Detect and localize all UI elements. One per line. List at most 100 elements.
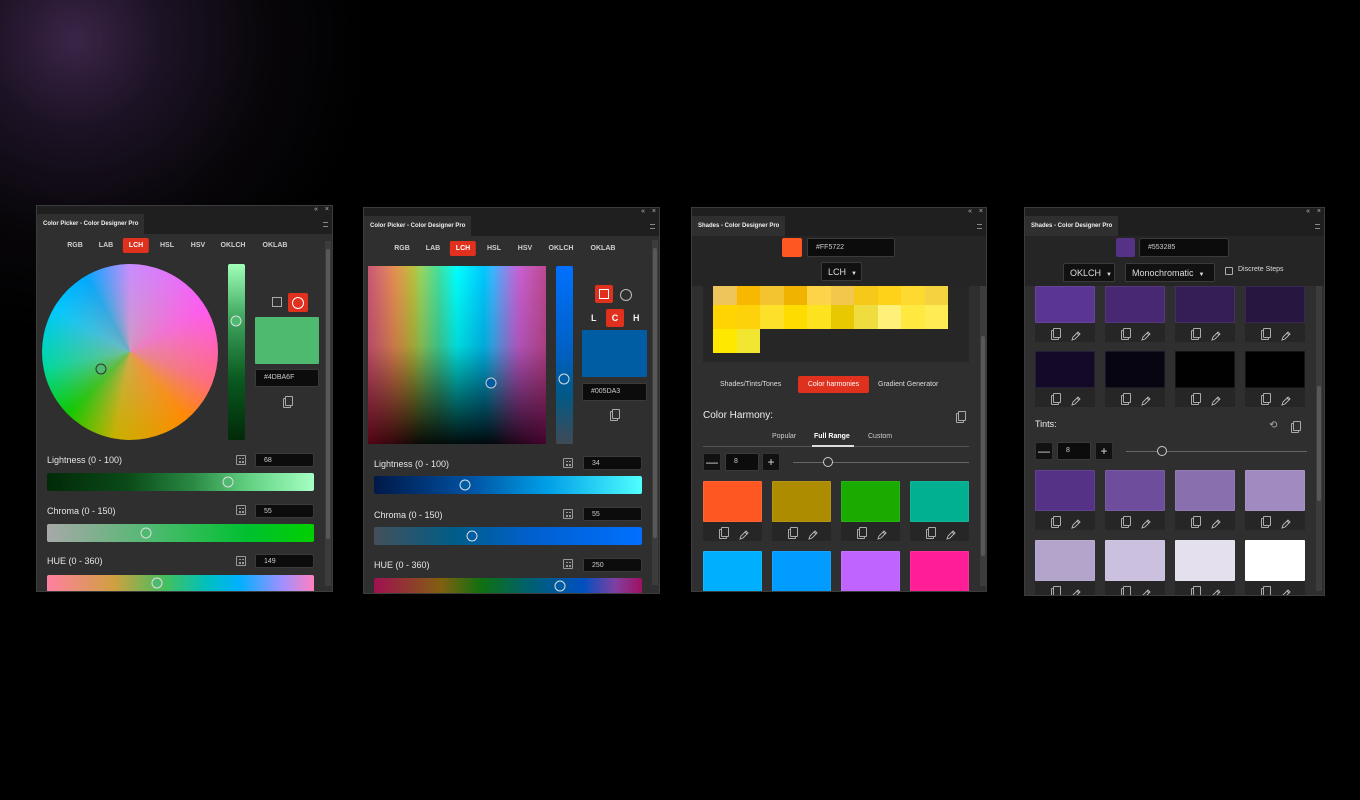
refresh-icon[interactable]: ⟲	[1269, 420, 1278, 431]
circle-mode-button[interactable]	[620, 289, 632, 301]
color-swatch[interactable]	[841, 551, 900, 591]
chroma-slider[interactable]	[47, 524, 314, 542]
palette-cell[interactable]	[877, 286, 901, 305]
color-swatch[interactable]	[1035, 540, 1095, 581]
tab-oklab[interactable]: OKLAB	[262, 242, 288, 249]
copy-icon[interactable]	[610, 409, 620, 421]
palette-cell[interactable]	[783, 305, 807, 329]
tab-lab[interactable]: LAB	[425, 245, 441, 252]
copy-icon[interactable]	[925, 527, 936, 539]
color-swatch[interactable]	[1035, 470, 1095, 511]
scheme-dropdown[interactable]: Monochromatic ▼	[1125, 263, 1215, 282]
calculator-icon[interactable]	[236, 556, 246, 566]
copy-icon[interactable]	[718, 527, 729, 539]
panel-title-tab[interactable]: Color Picker - Color Designer Pro	[37, 214, 145, 234]
palette-cell[interactable]	[807, 286, 831, 305]
color-swatch[interactable]	[1175, 470, 1235, 511]
tab-rgb[interactable]: RGB	[394, 245, 410, 252]
palette-cell[interactable]	[736, 286, 760, 305]
palette-cell[interactable]	[713, 305, 737, 329]
decrement-button[interactable]: —	[703, 453, 721, 471]
copy-icon[interactable]	[1291, 421, 1301, 433]
calculator-icon[interactable]	[563, 458, 573, 468]
eyedropper-icon[interactable]	[1281, 328, 1291, 341]
close-button[interactable]: ×	[978, 208, 983, 215]
copy-icon[interactable]	[1051, 393, 1061, 405]
tab-lch[interactable]: LCH	[122, 238, 150, 253]
chroma-slider-handle[interactable]	[466, 530, 478, 542]
square-picker-handle[interactable]	[485, 377, 497, 389]
panel-menu-icon[interactable]	[977, 224, 982, 229]
color-swatch[interactable]	[1175, 286, 1235, 323]
scrollbar[interactable]	[980, 286, 986, 586]
copy-icon[interactable]	[1261, 328, 1271, 340]
chroma-input[interactable]: 55	[583, 507, 642, 521]
close-button[interactable]: ×	[1316, 208, 1321, 215]
increment-button[interactable]: +	[762, 453, 780, 471]
scrollbar[interactable]	[1316, 286, 1322, 591]
color-swatch[interactable]	[772, 551, 831, 591]
copy-icon[interactable]	[1121, 393, 1131, 405]
hex-input[interactable]: #FF5722	[807, 238, 895, 257]
collapse-button[interactable]: «	[968, 208, 972, 215]
hue-slider-handle[interactable]	[554, 580, 566, 592]
palette-cell[interactable]	[924, 286, 948, 305]
color-swatch[interactable]	[841, 481, 900, 522]
color-swatch[interactable]	[1035, 351, 1095, 388]
calculator-icon[interactable]	[563, 559, 573, 569]
palette-cell[interactable]	[830, 286, 854, 305]
eyedropper-icon[interactable]	[1211, 393, 1221, 406]
tab-shades-tints-tones[interactable]: Shades/Tints/Tones	[720, 381, 782, 388]
collapse-button[interactable]: «	[314, 206, 318, 213]
panel-title-tab[interactable]: Shades - Color Designer Pro	[692, 216, 786, 236]
copy-icon[interactable]	[787, 527, 798, 539]
copy-icon[interactable]	[1051, 516, 1061, 528]
color-swatch[interactable]	[703, 551, 762, 591]
close-button[interactable]: ×	[324, 206, 329, 213]
palette-cell[interactable]	[830, 305, 854, 329]
panel-menu-icon[interactable]	[323, 222, 328, 227]
color-swatch[interactable]	[1105, 540, 1165, 581]
scrollbar[interactable]	[652, 240, 658, 585]
tab-oklch[interactable]: OKLCH	[548, 245, 574, 252]
eyedropper-icon[interactable]	[1071, 328, 1081, 341]
palette-cell[interactable]	[783, 286, 807, 305]
square-mode-button[interactable]	[272, 297, 282, 307]
copy-icon[interactable]	[283, 396, 293, 408]
hex-input[interactable]: #005DA3	[582, 383, 647, 401]
copy-icon[interactable]	[856, 527, 867, 539]
collapse-button[interactable]: «	[641, 208, 645, 215]
color-swatch[interactable]	[1175, 540, 1235, 581]
decrement-button[interactable]: —	[1035, 442, 1053, 460]
copy-icon[interactable]	[1261, 393, 1271, 405]
lightness-vertical-slider[interactable]	[228, 264, 245, 440]
color-swatch[interactable]	[1245, 286, 1305, 323]
tab-hsl[interactable]: HSL	[160, 242, 174, 249]
tints-count-input[interactable]: 8	[1057, 442, 1091, 460]
subtab-popular[interactable]: Popular	[772, 433, 797, 440]
tab-color-harmonies[interactable]: Color harmonies	[798, 376, 869, 393]
color-swatch[interactable]	[910, 551, 969, 591]
palette-cell[interactable]	[760, 286, 784, 305]
tab-hsv[interactable]: HSV	[517, 245, 533, 252]
tints-slider-handle[interactable]	[1157, 446, 1167, 456]
lightness-slider[interactable]	[374, 476, 642, 494]
hue-slider-handle[interactable]	[151, 577, 163, 589]
subtab-custom[interactable]: Custom	[868, 433, 893, 440]
color-swatch[interactable]	[772, 481, 831, 522]
palette-cell[interactable]	[854, 286, 878, 305]
hue-slider[interactable]	[374, 578, 642, 593]
eyedropper-icon[interactable]	[876, 527, 887, 540]
lightness-slider[interactable]	[47, 473, 314, 491]
color-wheel[interactable]	[42, 264, 218, 440]
hex-input[interactable]: #4DBA6F	[255, 369, 319, 387]
square-mode-button[interactable]	[595, 285, 613, 303]
eyedropper-icon[interactable]	[945, 527, 956, 540]
palette-cell[interactable]	[924, 305, 948, 329]
eyedropper-icon[interactable]	[1141, 516, 1151, 529]
palette-cell[interactable]	[901, 286, 925, 305]
eyedropper-icon[interactable]	[807, 527, 818, 540]
tab-lch[interactable]: LCH	[449, 241, 477, 256]
color-swatch[interactable]	[1035, 286, 1095, 323]
calculator-icon[interactable]	[236, 505, 246, 515]
